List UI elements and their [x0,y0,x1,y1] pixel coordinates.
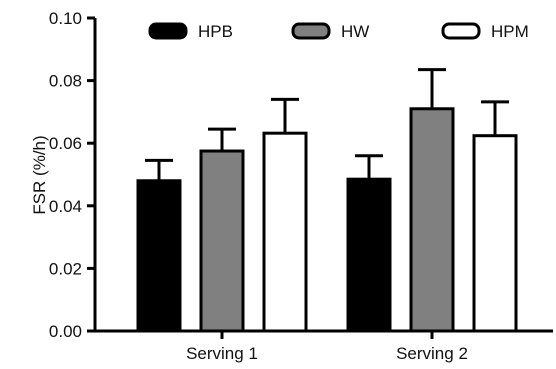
legend-label-hw: HW [341,22,369,41]
y-tick-label: 0.06 [49,134,82,153]
legend-swatch-hw [291,22,331,40]
y-tick-label: 0.08 [49,72,82,91]
bar-hpb-2 [346,177,392,333]
y-axis-title: FSR (%/h) [30,135,49,214]
bar-hpm-2 [472,134,518,333]
legend-swatch-hpm [441,22,481,40]
y-tick-label: 0.00 [49,322,82,341]
x-tick-label: Serving 1 [186,344,258,363]
x-tick-label: Serving 2 [396,344,468,363]
legend-swatch-hpb [148,22,188,40]
y-tick-label: 0.10 [49,9,82,28]
y-tick-label: 0.02 [49,259,82,278]
legend-label-hpm: HPM [491,22,529,41]
bars [136,68,518,333]
legend: HPB HW HPM [148,22,529,41]
legend-label-hpb: HPB [198,22,233,41]
bar-hpm-1 [262,131,308,333]
bar-hpb-1 [136,179,182,333]
y-tick-label: 0.04 [49,197,82,216]
bar-hw-1 [199,149,245,333]
bar-hw-2 [409,107,455,333]
